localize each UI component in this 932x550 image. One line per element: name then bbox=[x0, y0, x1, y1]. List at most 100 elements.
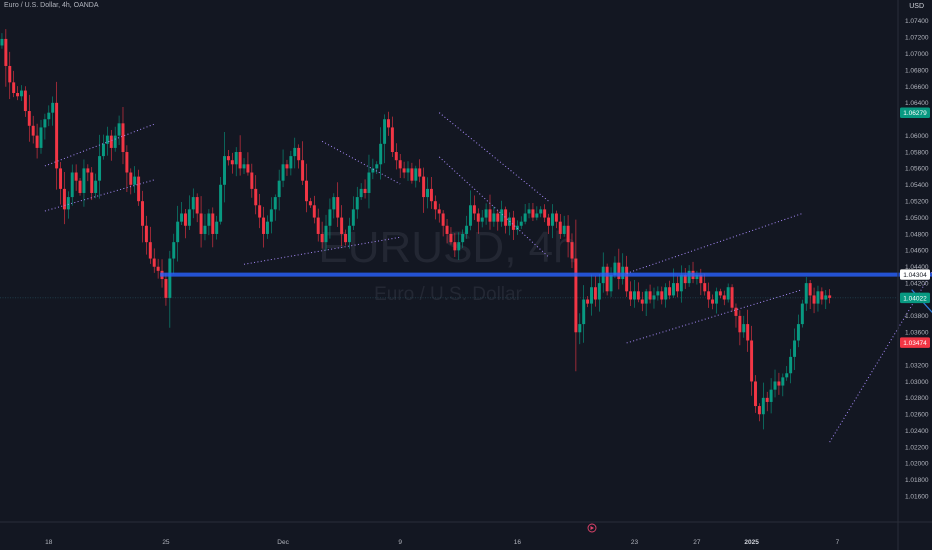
candle-body bbox=[672, 283, 675, 296]
channel-line[interactable] bbox=[626, 212, 803, 274]
candle-body bbox=[453, 242, 457, 251]
candle-body bbox=[738, 315, 742, 333]
candle-body bbox=[238, 152, 242, 169]
candle bbox=[379, 127, 383, 180]
candle bbox=[742, 315, 746, 338]
candle bbox=[203, 213, 207, 241]
candle-body bbox=[351, 209, 355, 226]
candle bbox=[117, 115, 121, 146]
candle bbox=[254, 175, 258, 215]
channel-line[interactable] bbox=[438, 156, 549, 258]
candle-body bbox=[687, 270, 691, 284]
candle bbox=[94, 173, 98, 199]
candle bbox=[746, 309, 750, 352]
candle-body bbox=[308, 201, 312, 206]
candle-body bbox=[137, 176, 141, 202]
candle bbox=[223, 131, 226, 203]
candle bbox=[27, 94, 31, 142]
candle-body bbox=[562, 225, 566, 234]
candle-body bbox=[191, 197, 195, 210]
candle-body bbox=[445, 225, 449, 234]
candle bbox=[269, 197, 273, 234]
candle bbox=[195, 193, 199, 223]
currency-label[interactable]: USD bbox=[909, 3, 924, 10]
candle-body bbox=[39, 127, 43, 148]
projection-path[interactable] bbox=[911, 109, 932, 341]
candle-body bbox=[570, 242, 574, 259]
candle-body bbox=[289, 156, 293, 169]
candle-body bbox=[703, 283, 707, 292]
candle-body bbox=[172, 242, 176, 259]
candle-body bbox=[375, 164, 379, 169]
replay-icon[interactable] bbox=[587, 523, 597, 533]
time-tick-label: Dec bbox=[277, 539, 289, 546]
candle-body bbox=[711, 299, 715, 304]
candle-body bbox=[82, 168, 86, 193]
candle-body bbox=[66, 197, 70, 210]
candle-body bbox=[441, 213, 445, 226]
candle-body bbox=[484, 209, 488, 218]
candle bbox=[781, 373, 785, 397]
candle bbox=[480, 210, 484, 228]
candle-body bbox=[371, 168, 375, 173]
candle-body bbox=[457, 242, 461, 251]
candle-body bbox=[262, 217, 266, 234]
candle bbox=[566, 215, 570, 258]
candle-body bbox=[379, 143, 383, 165]
candle-body bbox=[234, 152, 238, 165]
candle-body bbox=[141, 201, 144, 226]
candle-body bbox=[558, 221, 562, 234]
candle bbox=[90, 167, 94, 201]
candle-body bbox=[636, 291, 640, 300]
candle bbox=[347, 217, 351, 249]
channel-line[interactable] bbox=[321, 140, 401, 185]
price-tick-label: 1.02800 bbox=[905, 395, 929, 402]
candle-body bbox=[129, 172, 133, 185]
candle bbox=[137, 169, 141, 206]
candle-body bbox=[437, 209, 441, 214]
candle-body bbox=[605, 266, 609, 292]
candle-body bbox=[718, 291, 722, 296]
candle-body bbox=[344, 233, 348, 243]
candle bbox=[0, 33, 4, 49]
candle bbox=[191, 188, 195, 219]
candle bbox=[429, 177, 433, 209]
candle-body bbox=[488, 209, 492, 222]
candle bbox=[23, 86, 27, 117]
candle-body bbox=[410, 168, 414, 181]
candle bbox=[105, 126, 109, 156]
time-axis[interactable]: 1825Dec916232720257132027Feb bbox=[0, 521, 932, 546]
candle-body bbox=[226, 156, 230, 161]
channel-line[interactable] bbox=[438, 112, 549, 202]
channel-line[interactable] bbox=[829, 260, 932, 443]
candle bbox=[574, 219, 578, 372]
candle-body bbox=[121, 123, 125, 153]
drawings-layer[interactable] bbox=[44, 109, 932, 443]
candle-body bbox=[707, 291, 711, 300]
candle-body bbox=[590, 287, 593, 304]
price-tick-label: 1.07400 bbox=[905, 18, 929, 25]
candle-body bbox=[285, 164, 289, 169]
candle bbox=[465, 215, 469, 239]
price-axis[interactable]: 1.07400 1.07200 1.07000 1.06800 1.06600 1.064… bbox=[897, 0, 929, 550]
candle-body bbox=[468, 205, 472, 226]
candle-body bbox=[94, 180, 98, 193]
channel-line[interactable] bbox=[44, 123, 155, 167]
candle bbox=[265, 215, 269, 239]
candle bbox=[660, 286, 664, 305]
current-price-badge: 1.04022 bbox=[903, 295, 927, 302]
candle-body bbox=[269, 209, 273, 222]
price-tick-label: 1.03200 bbox=[905, 362, 929, 369]
candle-body bbox=[383, 119, 387, 144]
candle bbox=[500, 200, 504, 227]
candle bbox=[543, 204, 547, 223]
candle-body bbox=[242, 164, 246, 169]
candle bbox=[312, 195, 316, 224]
candle-body bbox=[750, 340, 754, 382]
price-tick-label: 1.05600 bbox=[905, 166, 929, 173]
candle bbox=[554, 210, 558, 229]
candle bbox=[570, 233, 574, 269]
candle bbox=[246, 152, 250, 176]
long-position-tool[interactable] bbox=[0, 113, 932, 343]
